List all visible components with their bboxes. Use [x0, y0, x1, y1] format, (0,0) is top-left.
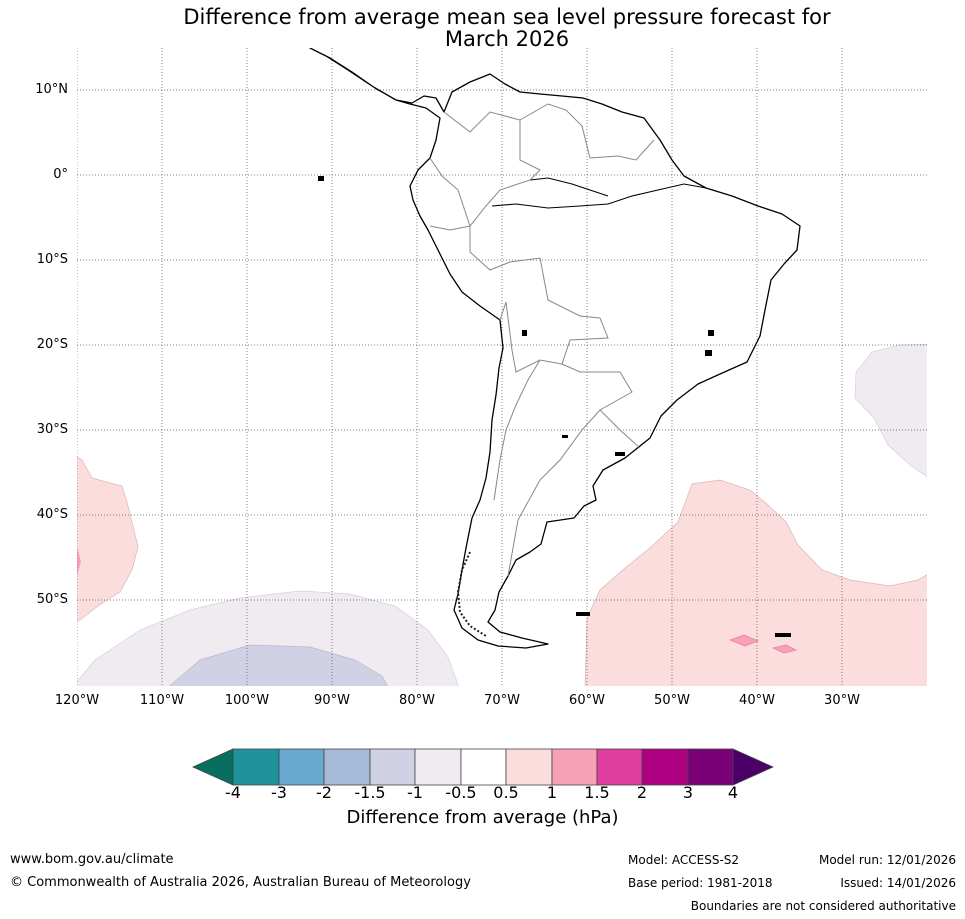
- chart-title-line2: March 2026: [444, 27, 570, 51]
- lat-label-10n: 10°N: [35, 82, 68, 97]
- base-period: Base period: 1981-2018: [628, 876, 773, 890]
- south-america-coastline: [309, 48, 801, 649]
- lat-label-0: 0°: [53, 167, 68, 182]
- colorbar-bin-5: [414, 748, 462, 786]
- anomaly-area-south-pacific: [77, 590, 459, 686]
- southern-chile-fjords: [456, 551, 487, 637]
- colorbar-tick: -1.5: [354, 783, 386, 802]
- colorbar-bin-11: [687, 748, 734, 786]
- colorbar-extend-high: [732, 748, 774, 786]
- colorbar-tick: -0.5: [445, 783, 477, 802]
- colorbar-tick: 2: [636, 783, 648, 802]
- colorbar-tick: -2: [316, 783, 332, 802]
- colorbar-tick: -3: [271, 783, 287, 802]
- anomaly-area-eastern-pacific: [77, 456, 139, 622]
- lon-label-80w: 80°W: [399, 693, 435, 708]
- model-run: Model run: 12/01/2026: [818, 853, 956, 867]
- lat-label-30s: 30°S: [36, 422, 68, 437]
- colorbar-bin-10: [641, 748, 689, 786]
- lon-label-120w: 120°W: [54, 693, 100, 708]
- colorbar: [192, 748, 774, 786]
- colorbar-label: Difference from average (hPa): [346, 807, 619, 828]
- colorbar-bin-7: [505, 748, 553, 786]
- lat-label-20s: 20°S: [36, 337, 68, 352]
- colorbar-bin-3: [323, 748, 371, 786]
- anomaly-peak-south-atlantic-a: [729, 634, 759, 647]
- colorbar-bin-9: [596, 748, 643, 786]
- colorbar-bin-8: [551, 748, 598, 786]
- lon-label-90w: 90°W: [314, 693, 350, 708]
- colorbar-tick: -4: [225, 783, 241, 802]
- model-name: Model: ACCESS-S2: [628, 853, 740, 867]
- graticule: [77, 48, 927, 686]
- colorbar-extend-low: [192, 748, 234, 786]
- colorbar-tick: 1.5: [584, 783, 610, 802]
- anomaly-area-south-atlantic: [584, 479, 927, 686]
- colorbar-tick: 1: [546, 783, 558, 802]
- lon-label-60w: 60°W: [569, 693, 605, 708]
- lon-label-40w: 40°W: [739, 693, 775, 708]
- country-borders: [429, 103, 655, 577]
- colorbar-bin-2: [278, 748, 325, 786]
- colorbar-tick: 0.5: [493, 783, 519, 802]
- amazon-river: [491, 177, 707, 209]
- colorbar-bin-1: [232, 748, 280, 786]
- lon-label-110w: 110°W: [139, 693, 185, 708]
- anomaly-inner-south-pacific: [169, 644, 389, 686]
- colorbar-tick: 3: [682, 783, 694, 802]
- anomaly-area-subtropical-atlantic: [854, 343, 927, 477]
- lat-label-50s: 50°S: [36, 592, 68, 607]
- islands: [318, 176, 791, 637]
- colorbar-bin-6: [460, 748, 507, 786]
- colorbar-bin-4: [369, 748, 416, 786]
- lon-label-30w: 30°W: [824, 693, 860, 708]
- anomaly-peak-eastern-pacific: [77, 549, 81, 576]
- website-link[interactable]: www.bom.gov.au/climate: [10, 852, 174, 867]
- colorbar-tick: 4: [727, 783, 739, 802]
- colorbar-tick: -1: [407, 783, 423, 802]
- lat-label-40s: 40°S: [36, 507, 68, 522]
- lon-label-50w: 50°W: [654, 693, 690, 708]
- lon-label-70w: 70°W: [484, 693, 520, 708]
- lon-label-100w: 100°W: [224, 693, 270, 708]
- issued-date: Issued: 14/01/2026: [840, 876, 956, 890]
- chart-title-line1: Difference from average mean sea level p…: [183, 5, 831, 29]
- lat-label-10s: 10°S: [36, 252, 68, 267]
- anomaly-peak-south-atlantic-b: [772, 644, 797, 654]
- copyright-text: © Commonwealth of Australia 2026, Austra…: [10, 875, 471, 890]
- boundaries-disclaimer: Boundaries are not considered authoritat…: [690, 899, 956, 913]
